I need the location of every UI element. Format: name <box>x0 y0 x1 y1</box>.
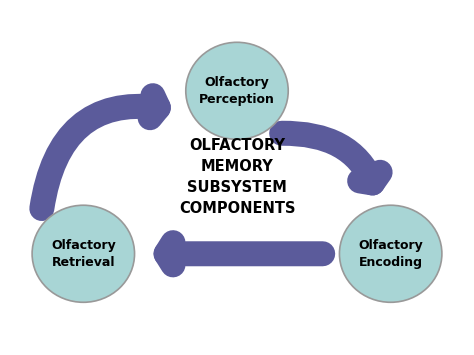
Text: OLFACTORY
MEMORY
SUBSYSTEM
COMPONENTS: OLFACTORY MEMORY SUBSYSTEM COMPONENTS <box>179 138 295 217</box>
Ellipse shape <box>32 205 135 302</box>
Text: Olfactory
Encoding: Olfactory Encoding <box>358 239 423 269</box>
Text: Olfactory
Retrieval: Olfactory Retrieval <box>51 239 116 269</box>
Ellipse shape <box>339 205 442 302</box>
Ellipse shape <box>186 42 288 140</box>
Text: Olfactory
Perception: Olfactory Perception <box>199 76 275 106</box>
